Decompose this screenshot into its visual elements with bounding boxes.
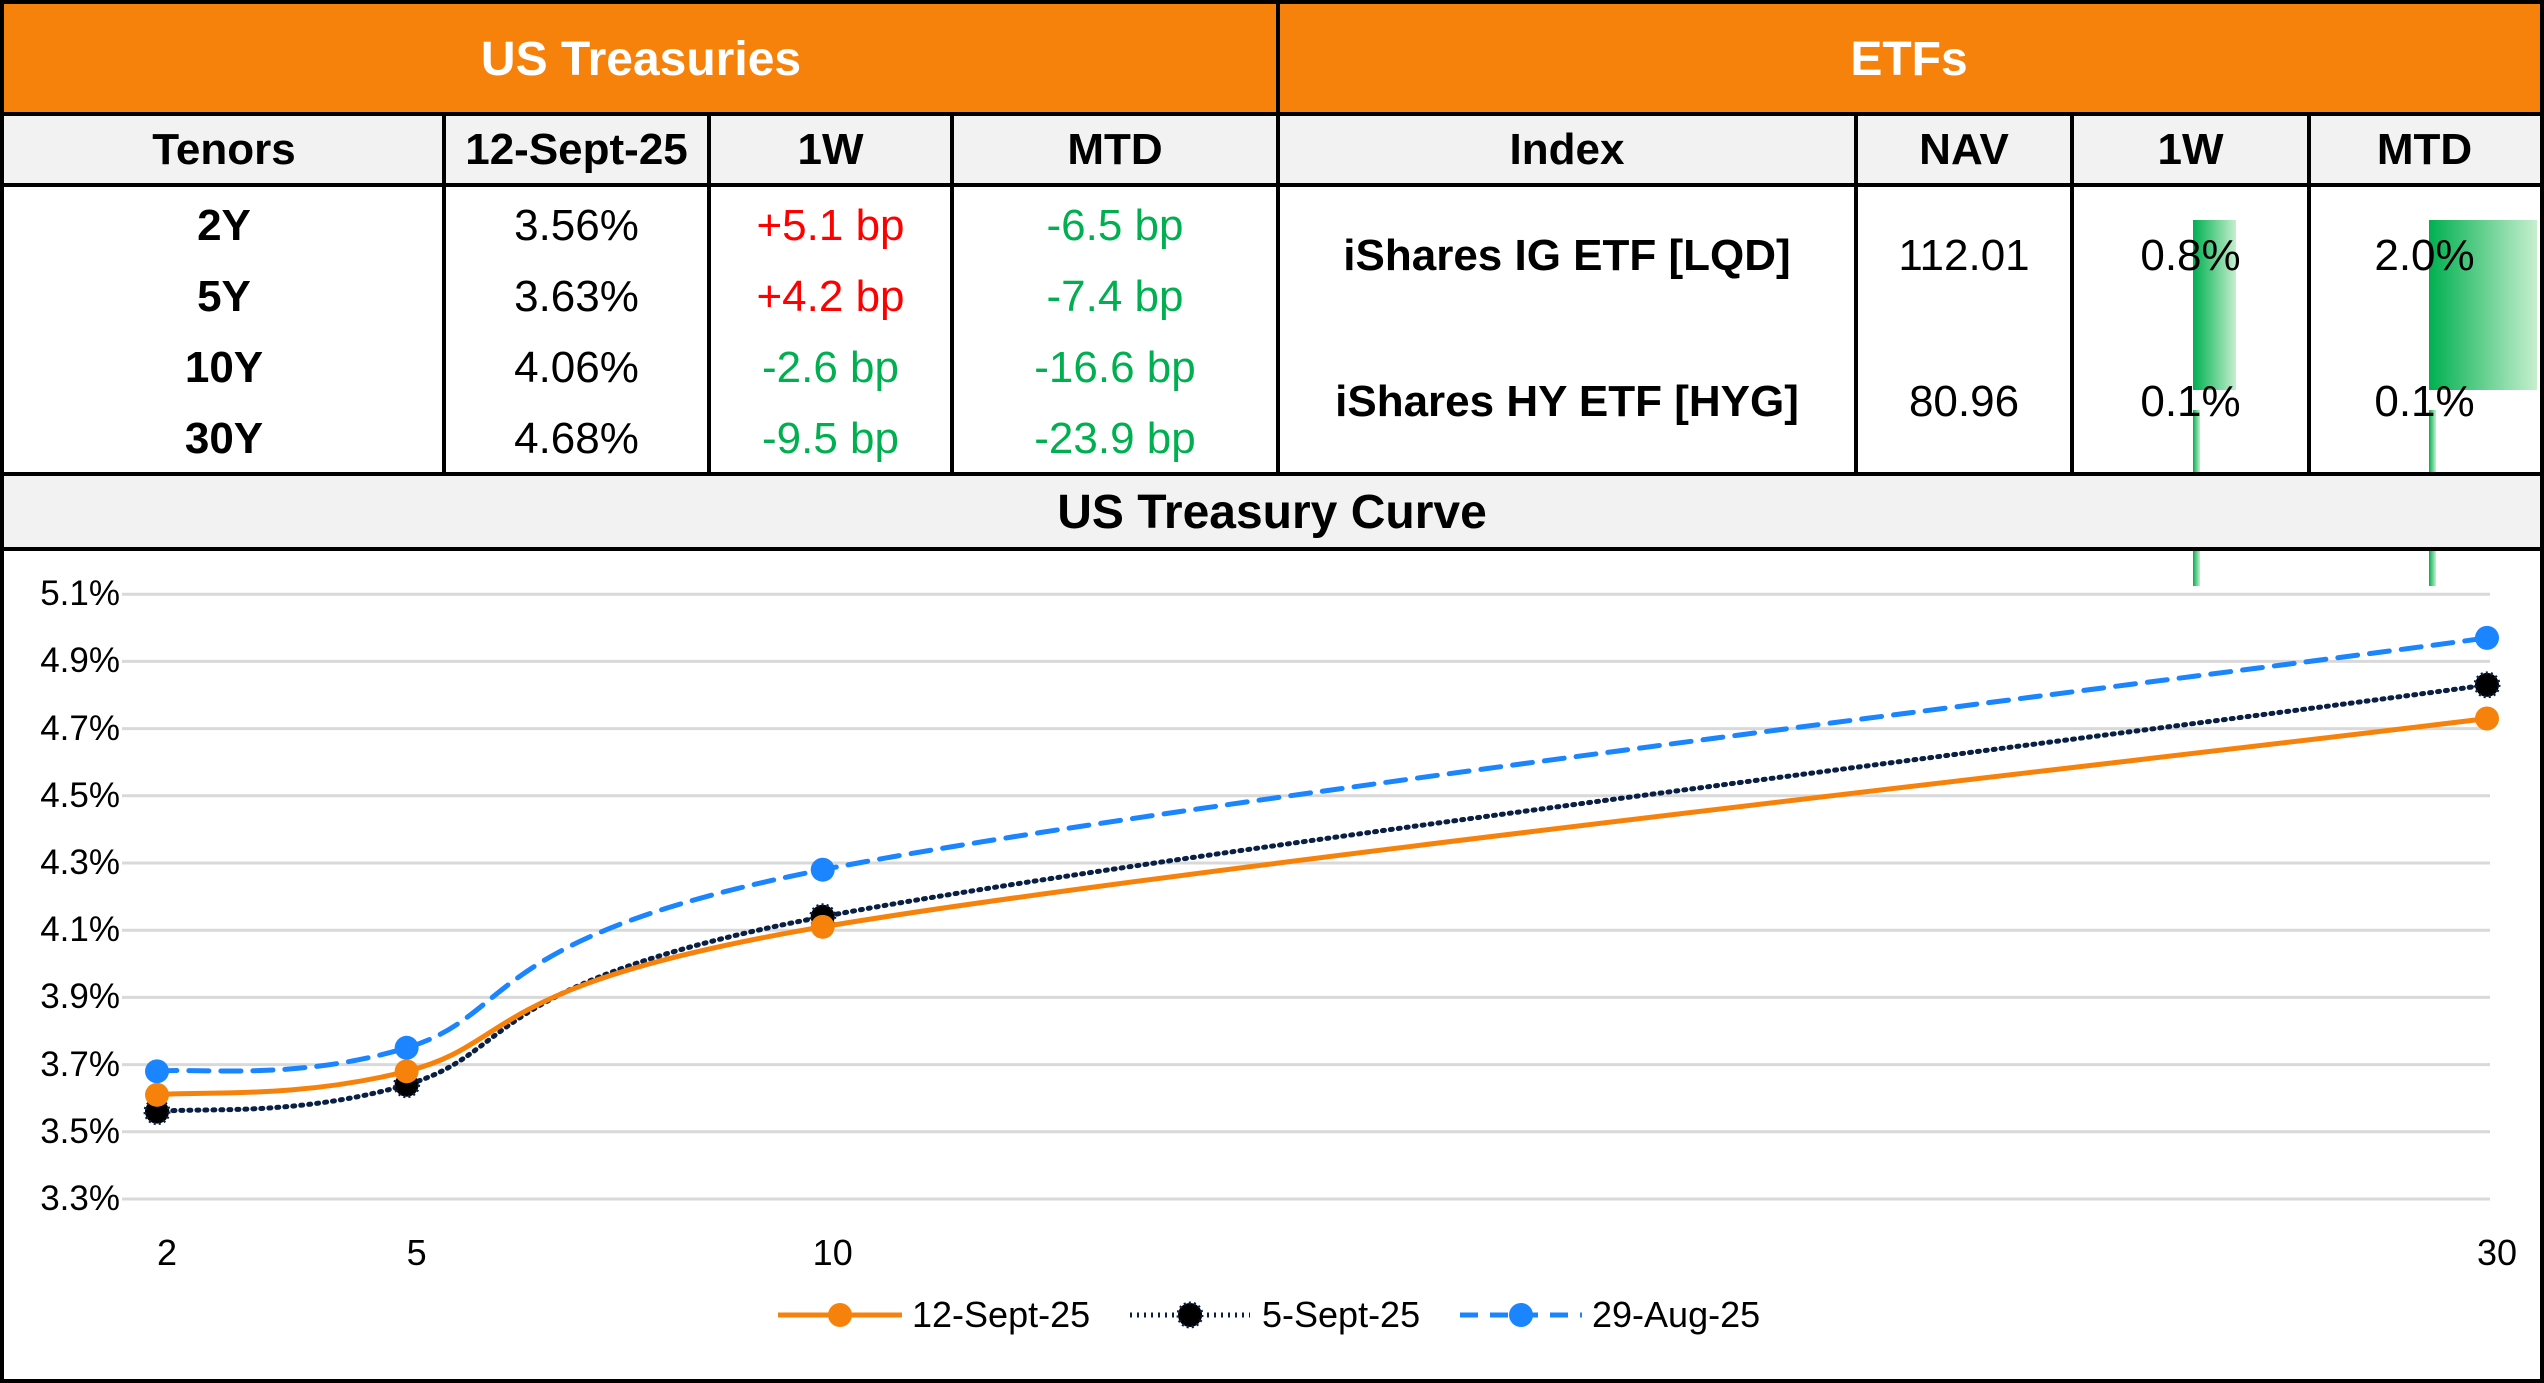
divider xyxy=(0,112,2544,116)
legend-item-5-sept: 5-Sept-25 xyxy=(1130,1294,1420,1336)
yield: 3.63% xyxy=(514,272,639,321)
etf-mtd: 0.1% xyxy=(2374,377,2475,426)
yield: 4.68% xyxy=(514,414,639,463)
header-etf-mtd: MTD xyxy=(2309,114,2540,185)
y-tick-label: 4.1% xyxy=(40,910,120,950)
divider xyxy=(0,547,2544,551)
etf-name: iShares IG ETF [LQD] xyxy=(1343,231,1791,280)
y-tick-label: 3.3% xyxy=(40,1179,120,1218)
change-mtd: -23.9 bp xyxy=(1034,414,1196,463)
y-tick-label: 3.5% xyxy=(40,1111,120,1151)
tenor: 10Y xyxy=(184,343,264,392)
header-index: Index xyxy=(1278,114,1856,185)
legend-marker-solid-icon xyxy=(778,1303,902,1327)
legend-marker-dashed-icon xyxy=(1460,1303,1582,1327)
y-tick-label: 4.3% xyxy=(40,843,120,882)
etf-1w: 0.1% xyxy=(2140,377,2241,426)
data-point xyxy=(394,1059,419,1084)
change-1w: +5.1 bp xyxy=(756,201,905,250)
etf-nav: 80.96 xyxy=(1908,377,2020,426)
tenor: 5Y xyxy=(197,272,251,321)
divider xyxy=(2307,112,2311,474)
databar-mtd-lqd xyxy=(2429,220,2537,390)
databar-1w-lqd xyxy=(2193,220,2236,390)
x-tick-label: 10 xyxy=(812,1232,853,1273)
divider xyxy=(1854,112,1858,474)
divider xyxy=(1276,0,1280,474)
data-point xyxy=(2473,671,2501,699)
change-mtd: -7.4 bp xyxy=(1046,272,1184,321)
data-point xyxy=(810,914,835,939)
tenor: 30Y xyxy=(184,414,264,463)
etf-nav: 112.01 xyxy=(1898,231,2030,280)
change-1w: +4.2 bp xyxy=(756,272,905,321)
data-point xyxy=(2475,625,2499,650)
header-nav: NAV xyxy=(1856,114,2072,185)
divider xyxy=(2070,112,2074,474)
x-tick-label: 30 xyxy=(2476,1232,2518,1273)
y-tick-label: 3.9% xyxy=(40,977,120,1017)
data-point xyxy=(145,1082,169,1107)
change-1w: -9.5 bp xyxy=(762,414,899,463)
legend-item-29-aug: 29-Aug-25 xyxy=(1460,1294,1760,1336)
yield: 4.06% xyxy=(514,343,639,392)
etf-mtd: 2.0% xyxy=(2374,231,2475,280)
divider xyxy=(950,112,954,474)
change-1w: -2.6 bp xyxy=(762,343,899,392)
tenor: 2Y xyxy=(197,201,251,250)
header-etf-1w: 1W xyxy=(2072,114,2309,185)
data-point xyxy=(145,1059,169,1084)
divider xyxy=(0,472,2544,476)
legend-marker-dotted-icon xyxy=(1130,1301,1250,1329)
etfs-title: ETFs xyxy=(1278,4,2540,114)
legend-label: 12-Sept-25 xyxy=(912,1294,1091,1335)
data-point xyxy=(2475,706,2499,731)
change-mtd: -6.5 bp xyxy=(1046,201,1184,250)
yield: 3.56% xyxy=(514,201,639,250)
header-mtd: MTD xyxy=(952,114,1278,185)
header-tenors: Tenors xyxy=(4,114,444,185)
change-mtd: -16.6 bp xyxy=(1034,343,1196,392)
y-tick-label: 4.5% xyxy=(40,775,120,815)
etf-1w: 0.8% xyxy=(2140,231,2241,280)
legend-label: 5-Sept-25 xyxy=(1262,1294,1421,1335)
legend-label: 29-Aug-25 xyxy=(1592,1294,1761,1335)
x-tick-label: 5 xyxy=(406,1232,427,1273)
header-1w: 1W xyxy=(709,114,952,185)
divider xyxy=(442,112,446,474)
etf-name: iShares HY ETF [HYG] xyxy=(1335,377,1799,426)
divider xyxy=(0,183,2544,187)
y-tick-label: 5.1% xyxy=(40,574,120,614)
divider xyxy=(707,112,711,474)
y-tick-label: 4.9% xyxy=(40,641,120,681)
y-tick-label: 3.7% xyxy=(40,1044,120,1084)
y-tick-label: 4.7% xyxy=(40,708,120,748)
legend-item-12-sept: 12-Sept-25 xyxy=(778,1294,1090,1336)
chart-title: US Treasury Curve xyxy=(4,476,2540,548)
data-point xyxy=(394,1035,419,1060)
header-date: 12-Sept-25 xyxy=(444,114,709,185)
data-point xyxy=(810,857,835,882)
x-tick-label: 2 xyxy=(156,1232,178,1273)
treasuries-title: US Treasuries xyxy=(4,4,1278,114)
